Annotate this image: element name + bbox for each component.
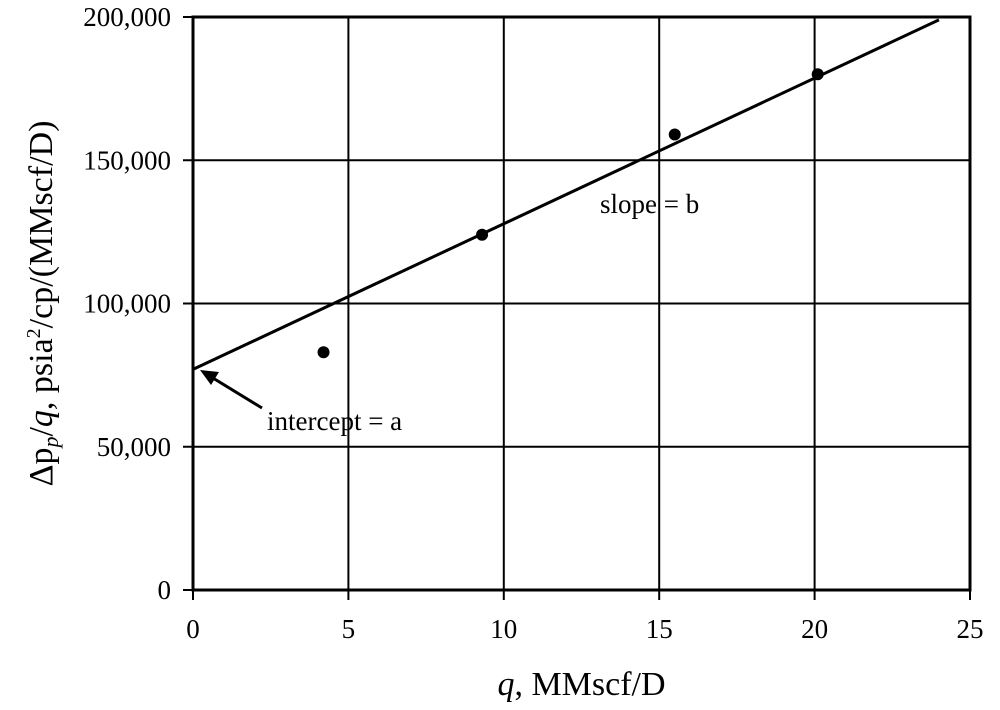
x-tick-label: 0 xyxy=(186,614,200,644)
annotation: slope = b xyxy=(600,189,699,219)
x-label-part: q xyxy=(497,666,514,703)
annotation-arrowhead xyxy=(200,370,219,385)
x-tick-label: 25 xyxy=(957,614,984,644)
annotation-arrow xyxy=(207,373,263,410)
fit-line xyxy=(192,18,940,371)
y-label-part: 2 xyxy=(23,328,45,338)
data-point xyxy=(317,346,330,359)
data-point xyxy=(811,68,824,81)
y-label-part: /cp/(MMscf/D) xyxy=(23,121,60,329)
y-label-part: Δp xyxy=(23,448,60,487)
data-point xyxy=(476,228,489,241)
y-label-part: q xyxy=(23,410,60,427)
y-tick-label: 150,000 xyxy=(83,145,171,175)
y-axis-label: Δpp/q, psia2/cp/(MMscf/D) xyxy=(23,121,63,487)
x-tick-label: 20 xyxy=(801,614,828,644)
y-tick-label: 200,000 xyxy=(83,2,171,32)
y-label-part: , psia xyxy=(23,338,60,410)
y-tick-label: 0 xyxy=(158,575,172,605)
x-axis-label: q, MMscf/D xyxy=(497,666,665,703)
y-tick-label: 100,000 xyxy=(83,289,171,319)
y-tick-label: 50,000 xyxy=(97,432,171,462)
y-label-part: / xyxy=(23,427,60,437)
x-tick-label: 15 xyxy=(646,614,673,644)
x-tick-label: 5 xyxy=(342,614,356,644)
plot-frame xyxy=(191,15,972,592)
annotation: intercept = a xyxy=(267,406,402,436)
x-tick-label: 10 xyxy=(490,614,517,644)
y-label-part: p xyxy=(38,437,63,450)
data-point xyxy=(668,128,681,141)
x-label-part: , MMscf/D xyxy=(514,666,665,703)
